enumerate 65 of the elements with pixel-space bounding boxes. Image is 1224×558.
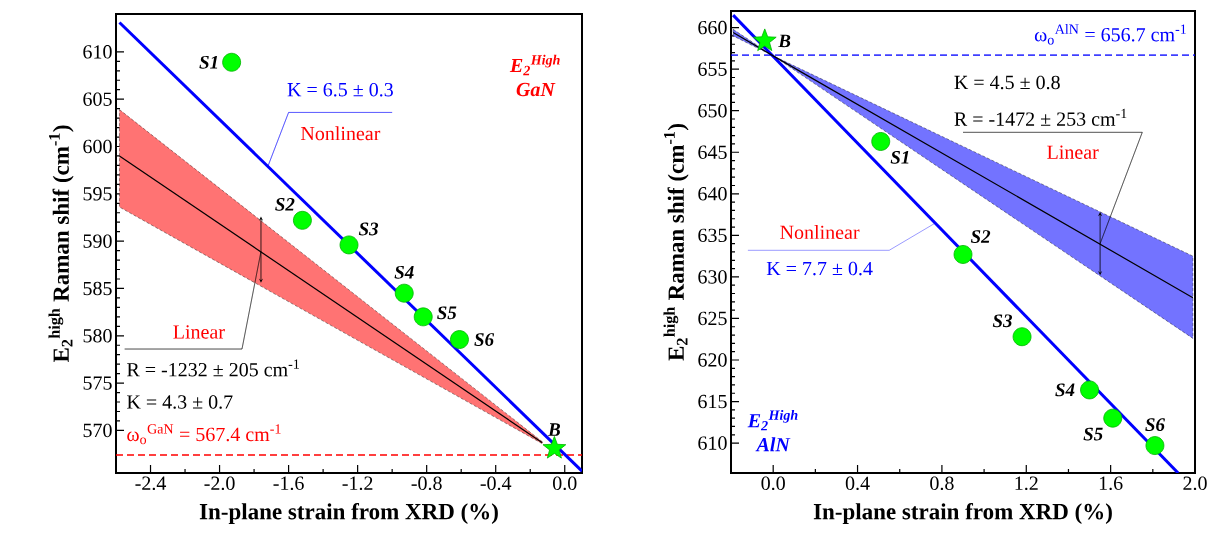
x-tick-label: -2.0 <box>204 476 235 491</box>
y-tick-label: 655 <box>698 62 727 76</box>
annotation: S3 <box>992 314 1013 328</box>
x-tick-label: 0.8 <box>930 476 954 491</box>
y-axis-title: E$_{2}$$^{high}$ Raman shif (cm$^{-1}$) <box>48 125 74 363</box>
y-tick-label: 630 <box>698 270 727 284</box>
annotation: S4 <box>1055 383 1075 397</box>
y-tick-label: 585 <box>83 281 112 296</box>
annotation: S3 <box>358 222 379 236</box>
y-tick-label: 640 <box>698 187 727 201</box>
x-tick-label: -1.6 <box>273 476 304 491</box>
y-tick-label: 575 <box>83 376 112 390</box>
y-tick-label: 605 <box>83 92 112 106</box>
annotation: R = -1232 ± 205 cm$^{-1}$ <box>127 359 299 377</box>
annotation: S1 <box>890 150 909 164</box>
ref-line-label: ω$_{o}$$^{GaN}$ = 567.4 cm$^{-1}$ <box>127 424 281 445</box>
x-tick-label: 2.0 <box>1183 476 1207 491</box>
y-tick-label: 615 <box>698 394 727 409</box>
annotation: R = -1472 ± 253 cm$^{-1}$ <box>954 108 1127 126</box>
annotation: B <box>547 423 561 436</box>
x-axis-title: In-plane strain from XRD (%) <box>199 502 498 525</box>
y-axis-title: E$_{2}$$^{high}$ Raman shif (cm$^{-1}$) <box>663 124 689 361</box>
x-tick-label: -2.4 <box>135 476 167 491</box>
annotation: Nonlinear <box>300 126 381 141</box>
y-tick-label: 635 <box>698 228 727 243</box>
annotation: S4 <box>394 265 414 279</box>
annotation: S1 <box>199 55 218 69</box>
y-tick-label: 570 <box>83 423 112 438</box>
y-tick-label: 590 <box>83 234 112 248</box>
x-tick-label: 0.4 <box>845 476 870 491</box>
annotation: S2 <box>970 230 991 243</box>
annotation: K = 7.7 ± 0.4 <box>766 261 873 276</box>
annotation: K = 6.5 ± 0.3 <box>287 82 393 97</box>
y-tick-label: 620 <box>698 353 727 367</box>
annotation: K = 4.5 ± 0.8 <box>954 75 1060 90</box>
annotation: S5 <box>1083 427 1103 441</box>
annotation: B <box>778 34 791 48</box>
annotation: E$_{2}$High GaN <box>509 54 560 97</box>
y-tick-label: 595 <box>83 187 112 201</box>
x-tick-label: 0.0 <box>553 476 577 491</box>
annotation: E$_{2}$High AlN <box>747 409 798 452</box>
x-axis-title: In-plane strain from XRD (%) <box>813 502 1112 525</box>
x-tick-label: -1.2 <box>342 476 373 491</box>
y-tick-label: 660 <box>698 20 727 35</box>
y-tick-label: 610 <box>83 45 112 59</box>
annotation: S5 <box>437 306 457 320</box>
annotation: S6 <box>474 333 495 346</box>
x-tick-label: -0.4 <box>480 476 512 491</box>
y-tick-label: 580 <box>83 329 112 343</box>
x-tick-label: -0.8 <box>411 476 442 491</box>
x-tick-label: 0.0 <box>761 476 785 491</box>
annotation: S6 <box>1145 418 1165 432</box>
annotation: Nonlinear <box>780 224 860 240</box>
x-tick-label: 1.2 <box>1015 476 1038 491</box>
annotation: Linear <box>173 325 225 339</box>
x-tick-label: 1.6 <box>1099 476 1123 491</box>
y-tick-label: 600 <box>83 139 112 154</box>
annotation: K = 4.3 ± 0.7 <box>127 395 233 409</box>
annotation: S2 <box>275 198 295 211</box>
ref-line-label: ω$_{o}$$^{AlN}$ = 656.7 cm$^{-1}$ <box>1034 24 1186 45</box>
y-tick-label: 645 <box>698 145 727 159</box>
y-tick-label: 650 <box>698 103 727 118</box>
y-tick-label: 625 <box>698 311 727 326</box>
annotation: Linear <box>1047 145 1099 159</box>
y-tick-label: 610 <box>698 436 727 450</box>
